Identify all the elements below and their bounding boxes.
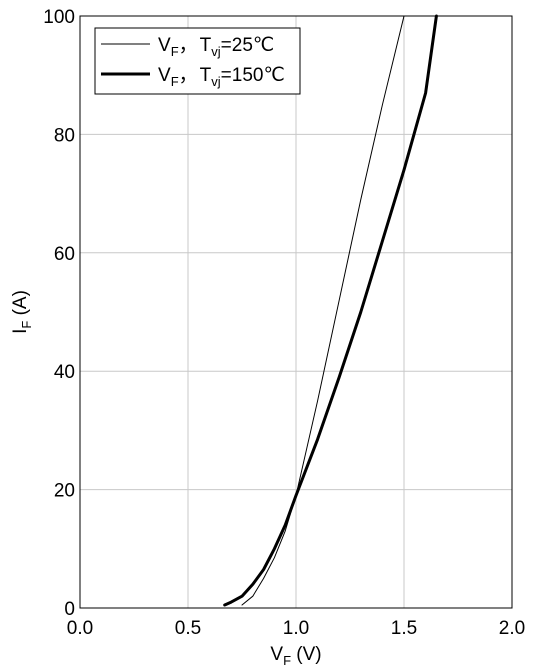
x-axis-label: VF (V) <box>270 644 321 668</box>
legend-label-25c: VF， Tvj=25℃ <box>158 35 274 59</box>
x-tick-label: 2.0 <box>499 618 525 639</box>
x-tick-label: 0.5 <box>175 618 201 639</box>
x-tick-label: 1.0 <box>283 618 309 639</box>
legend-box <box>94 27 301 95</box>
legend-25c-vsub: F <box>171 44 179 59</box>
legend: VF， Tvj=25℃ VF， Tvj=150℃ <box>94 27 301 95</box>
x-tick-label: 0.0 <box>67 618 93 639</box>
legend-150c-tsub: vj <box>211 74 221 89</box>
y-axis-label-sub: F <box>19 321 34 329</box>
legend-25c-sep: ， <box>179 35 198 56</box>
legend-label-150c: VF， Tvj=150℃ <box>158 65 285 89</box>
x-axis-label-main: V <box>270 644 283 665</box>
series-line-1 <box>223 14 438 607</box>
x-tick-label: 1.5 <box>391 618 417 639</box>
tick-labels: 0.0 0.5 1.0 1.5 2.0 0 20 40 60 80 100 <box>43 7 525 639</box>
legend-25c-t: T <box>200 35 212 56</box>
y-axis-label: IF (A) <box>10 290 34 334</box>
y-tick-label: 20 <box>54 481 75 502</box>
grid <box>79 15 513 609</box>
legend-150c-vsub: F <box>171 74 179 89</box>
legend-25c-tsub: vj <box>211 44 221 59</box>
y-tick-label: 80 <box>54 125 75 146</box>
y-tick-label: 60 <box>54 244 75 265</box>
legend-150c-sep: ， <box>179 65 198 86</box>
series-line-0 <box>241 15 405 606</box>
series-layer <box>223 14 438 607</box>
legend-25c-v: V <box>158 35 171 56</box>
y-axis-label-unit: (A) <box>10 290 31 321</box>
legend-150c-v: V <box>158 65 171 86</box>
x-axis-label-sub: F <box>283 653 291 668</box>
legend-25c-rest: =25℃ <box>221 35 275 56</box>
plot-frame <box>79 15 513 609</box>
legend-150c-t: T <box>200 65 212 86</box>
x-axis-label-unit: (V) <box>291 644 322 665</box>
y-axis-label-main: I <box>10 329 31 334</box>
y-tick-label: 0 <box>64 599 75 620</box>
y-tick-label: 100 <box>43 7 75 28</box>
y-tick-label: 40 <box>54 362 75 383</box>
legend-150c-rest: =150℃ <box>221 65 285 86</box>
